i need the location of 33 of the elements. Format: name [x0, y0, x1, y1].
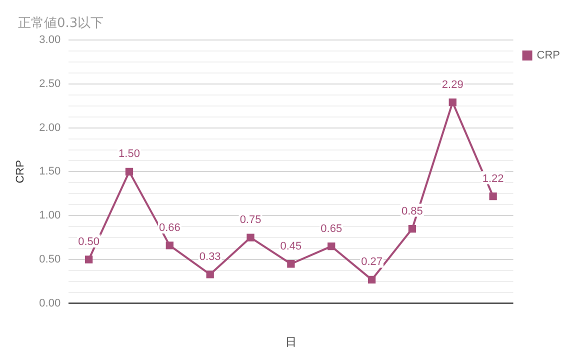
y-tick-label: 0.50: [39, 254, 61, 266]
point: [328, 242, 336, 250]
data-label: 1.50: [118, 148, 140, 160]
y-tick-label: 3.00: [39, 34, 61, 46]
y-tick-label: 1.50: [39, 166, 61, 178]
point: [489, 192, 497, 200]
data-label: 1.22: [482, 172, 504, 185]
y-tick-label: 1.00: [39, 210, 61, 222]
point: [287, 260, 295, 268]
point: [246, 234, 254, 242]
data-label: 2.29: [442, 78, 464, 91]
point: [125, 168, 134, 176]
point: [408, 224, 416, 233]
y-tick-label: 2.00: [39, 122, 61, 134]
data-label: 0.33: [199, 250, 221, 263]
data-label: 0.50: [78, 236, 100, 248]
data-label: 0.66: [158, 222, 180, 234]
data-label: 0.85: [402, 205, 423, 218]
data-label: 0.45: [280, 240, 302, 252]
data-label: 0.27: [361, 256, 382, 268]
y-tick-label: 2.50: [39, 78, 61, 90]
legend-label: CRP: [536, 50, 560, 62]
point: [166, 242, 174, 250]
y-axis-title: CRP: [14, 160, 27, 184]
point: [206, 270, 214, 278]
point: [448, 98, 456, 106]
point: [368, 276, 376, 284]
data-label: 0.65: [320, 222, 342, 235]
x-axis-title: 日: [285, 336, 296, 348]
y-tick-label: 0.00: [39, 297, 61, 310]
chart-title: 正常値0.3以下: [18, 15, 104, 32]
point: [84, 256, 93, 264]
data-label: 0.75: [240, 214, 262, 226]
